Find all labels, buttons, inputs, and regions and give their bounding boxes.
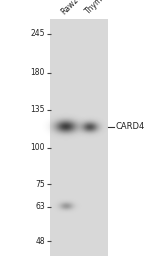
Text: 63: 63	[35, 202, 45, 211]
Text: CARD4: CARD4	[116, 122, 145, 131]
Text: 75: 75	[35, 180, 45, 189]
Bar	[50, 19, 108, 256]
Text: 48: 48	[35, 237, 45, 246]
Text: 180: 180	[31, 68, 45, 77]
Text: 245: 245	[30, 29, 45, 38]
Text: 100: 100	[30, 143, 45, 152]
Text: 135: 135	[30, 105, 45, 114]
Text: Thymus: Thymus	[84, 0, 111, 16]
Text: Raw264.7: Raw264.7	[60, 0, 93, 16]
